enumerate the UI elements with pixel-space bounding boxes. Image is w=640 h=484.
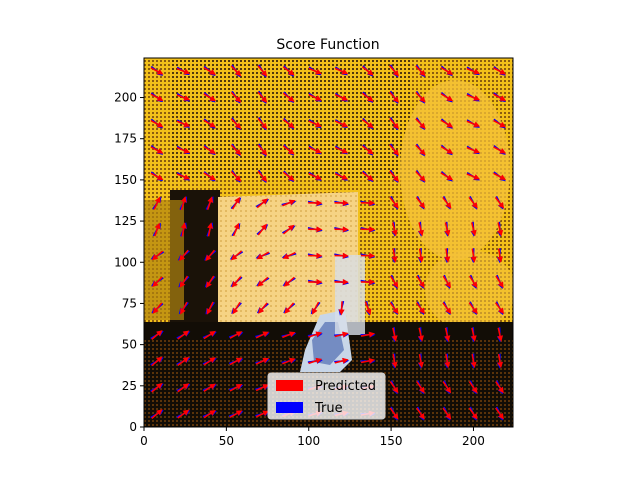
legend-swatch-true [276,402,303,413]
x-tick-label: 200 [462,434,485,448]
background-image [144,58,515,427]
y-tick-label: 150 [114,173,137,187]
x-tick-label: 50 [219,434,234,448]
y-tick-label: 50 [122,338,137,352]
x-tick-label: 0 [140,434,148,448]
x-tick-label: 100 [297,434,320,448]
y-tick-label: 100 [114,255,137,269]
chart-title: Score Function [276,37,379,53]
y-tick-label: 125 [114,214,137,228]
legend-label-predicted: Predicted [315,379,376,394]
y-tick-label: 200 [114,91,137,105]
y-tick-label: 0 [129,420,137,434]
y-tick-label: 25 [122,379,137,393]
legend-label-true: True [314,401,343,416]
x-axis: 0 50 100 150 200 [140,427,485,448]
legend-swatch-predicted [276,380,303,391]
legend: Predicted True [268,373,385,419]
y-axis: 0 25 50 75 100 125 150 175 200 [114,91,144,434]
x-tick-label: 150 [380,434,403,448]
y-tick-label: 175 [114,132,137,146]
y-tick-label: 75 [122,296,137,310]
